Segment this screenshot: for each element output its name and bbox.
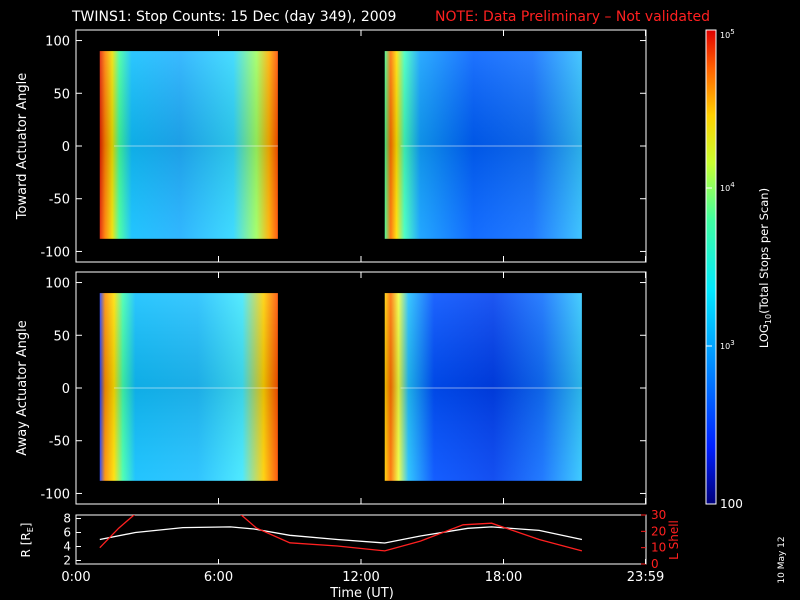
colorbar-label-sub: 10 xyxy=(764,314,773,324)
away-ytick-label: -100 xyxy=(40,487,70,502)
away-ylabel: Away Actuator Angle xyxy=(15,320,30,455)
orbit-left-tick-label: 6 xyxy=(63,526,71,540)
colorbar-tick-label: 104 xyxy=(720,181,735,193)
orbit-right-tick-label: 10 xyxy=(651,541,666,555)
toward-zero-band-1 xyxy=(114,145,278,147)
away-ytick-label: 0 xyxy=(62,382,70,397)
xtick-label: 6:00 xyxy=(204,570,233,585)
r-label-main: R [R xyxy=(19,532,33,557)
toward-heatmap-shade-1 xyxy=(99,51,278,239)
xaxis-title: Time (UT) xyxy=(329,586,394,600)
orbit-right-tick-label: 30 xyxy=(651,508,666,522)
away-heatmap-shade-2 xyxy=(384,293,582,481)
orbit-left-tick-label: 4 xyxy=(63,540,71,554)
colorbar-label-prefix: LOG xyxy=(757,324,771,348)
colorbar-label: LOG10(Total Stops per Scan) xyxy=(757,188,773,348)
svg-text:R [RE]: R [RE] xyxy=(19,523,35,558)
away-zero-band-1 xyxy=(114,387,278,389)
data-note: NOTE: Data Preliminary – Not validated xyxy=(435,9,710,25)
colorbar-label-rest: (Total Stops per Scan) xyxy=(757,188,771,314)
away-ytick-label: 50 xyxy=(53,329,70,344)
date-stamp: 10 May 12 xyxy=(777,536,787,583)
xtick-label: 12:00 xyxy=(342,570,379,585)
toward-ytick-label: 100 xyxy=(45,35,70,50)
toward-heatmap-shade-2 xyxy=(384,51,582,239)
colorbar-tick-label: 100 xyxy=(720,497,743,511)
away-zero-band-2 xyxy=(400,387,582,389)
svg-text:LOG10(Total Stops per Scan): LOG10(Total Stops per Scan) xyxy=(757,188,773,348)
chart-title: TWINS1: Stop Counts: 15 Dec (day 349), 2… xyxy=(71,9,396,25)
orbit-right-tick-label: 20 xyxy=(651,524,666,538)
radius-line xyxy=(99,526,583,544)
orbit-right-tick-label: 0 xyxy=(651,557,659,571)
r-label-sub: E xyxy=(26,527,35,532)
xtick-label: 0:00 xyxy=(61,570,90,585)
away-heatmap-shade-1 xyxy=(99,293,278,481)
colorbar-tick-label: 105 xyxy=(720,28,735,40)
orbit-left-ylabel: R [RE] xyxy=(19,523,35,558)
away-ytick-label: -50 xyxy=(49,435,70,450)
colorbar xyxy=(705,29,717,505)
orbit-panel-frame xyxy=(75,514,647,565)
xtick-label: 18:00 xyxy=(485,570,522,585)
xtick-label: 23:59 xyxy=(627,570,664,585)
toward-ytick-label: 0 xyxy=(62,140,70,155)
orbit-right-ylabel: L Shell xyxy=(667,520,681,560)
toward-ytick-label: 50 xyxy=(53,87,70,102)
orbit-lines xyxy=(99,515,583,552)
toward-ytick-label: -100 xyxy=(40,245,70,260)
away-ytick-label: 100 xyxy=(45,277,70,292)
colorbar-ticks: 100 103 104 105 xyxy=(706,28,743,511)
colorbar-tick-label: 103 xyxy=(720,339,735,351)
lshell-line xyxy=(99,515,583,552)
orbit-left-tick-label: 8 xyxy=(63,512,71,526)
toward-ytick-label: -50 xyxy=(49,193,70,208)
heatmap-layer xyxy=(99,51,582,481)
toward-ylabel: Toward Actuator Angle xyxy=(15,73,30,220)
toward-zero-band-2 xyxy=(400,145,582,147)
orbit-left-tick-label: 2 xyxy=(63,554,71,568)
